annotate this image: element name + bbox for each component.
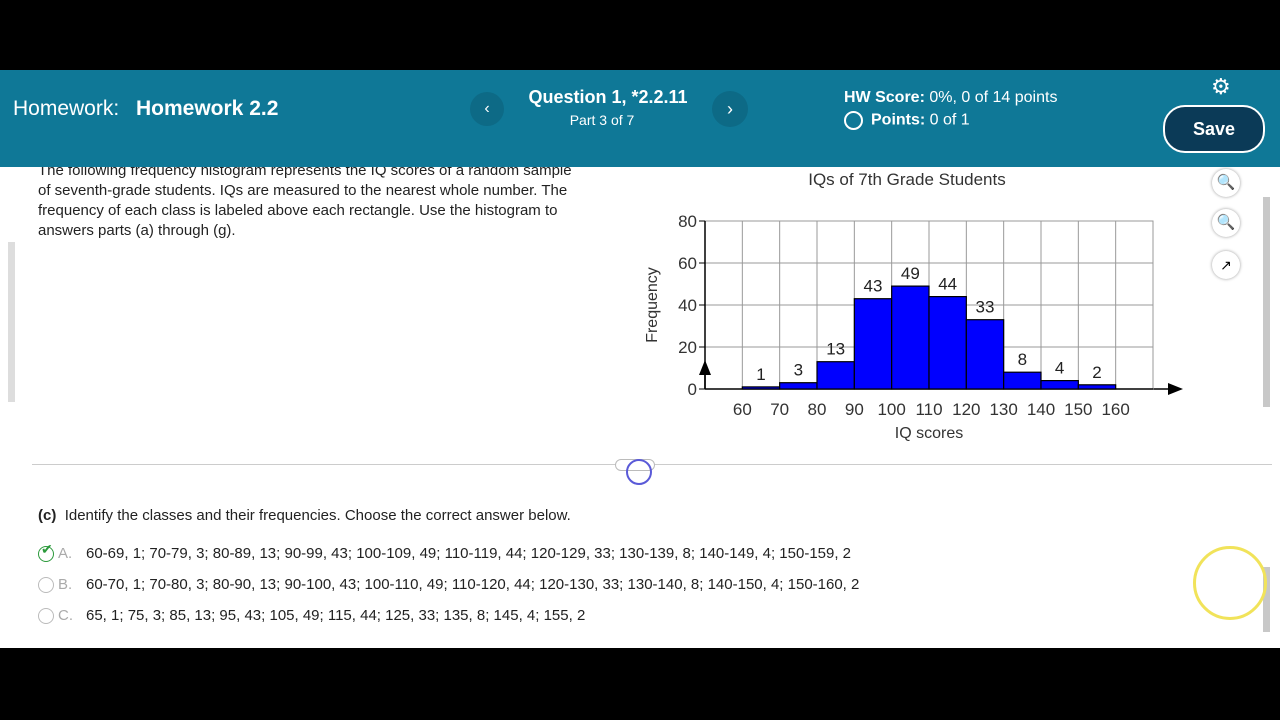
option-text: 60-70, 1; 70-80, 3; 80-90, 13; 90-100, 4… bbox=[86, 576, 860, 593]
bar bbox=[779, 382, 818, 390]
scrollbar-top[interactable] bbox=[1263, 197, 1270, 407]
x-tick-label: 90 bbox=[845, 400, 864, 419]
prev-button[interactable]: ‹ bbox=[470, 92, 504, 126]
next-button[interactable]: › bbox=[712, 91, 748, 127]
hw-score-value: 0%, 0 of 14 points bbox=[929, 89, 1058, 106]
hw-score: HW Score: 0%, 0 of 14 points bbox=[844, 89, 1057, 107]
bar bbox=[816, 361, 855, 390]
bar bbox=[891, 285, 930, 390]
settings-icon[interactable]: ⚙ bbox=[1211, 74, 1231, 99]
question-text: Identify the classes and their frequenci… bbox=[64, 507, 571, 524]
click-highlight bbox=[1193, 546, 1267, 620]
question-part: Part 3 of 7 bbox=[569, 112, 635, 128]
points-icon bbox=[844, 111, 863, 130]
bar bbox=[1003, 371, 1042, 390]
points: Points: 0 of 1 bbox=[844, 111, 970, 130]
value-label: 2 bbox=[1092, 363, 1101, 382]
bar bbox=[928, 296, 967, 390]
save-button[interactable]: Save bbox=[1163, 105, 1265, 153]
problem-text: The following frequency histogram repres… bbox=[38, 167, 572, 239]
value-label: 1 bbox=[756, 365, 765, 384]
radio[interactable] bbox=[38, 608, 54, 625]
y-tick-label: 80 bbox=[678, 212, 697, 231]
x-tick-label: 150 bbox=[1064, 400, 1092, 419]
value-label: 8 bbox=[1018, 350, 1027, 369]
x-tick-label: 80 bbox=[808, 400, 827, 419]
chart-title: IQs of 7th Grade Students bbox=[808, 170, 1006, 189]
question-prompt: (c) Identify the classes and their frequ… bbox=[38, 507, 571, 527]
zoom-out[interactable]: 🔍 bbox=[1212, 209, 1240, 237]
x-tick-label: 110 bbox=[915, 400, 942, 419]
x-tick-label: 140 bbox=[1027, 400, 1055, 419]
option-text: 65, 1; 75, 3; 85, 13; 95, 43; 105, 49; 1… bbox=[86, 607, 586, 624]
x-arrowhead bbox=[1168, 383, 1183, 395]
points-label: Points: bbox=[871, 111, 926, 129]
value-label: 3 bbox=[794, 361, 803, 380]
content: The following frequency histogram repres… bbox=[0, 167, 1280, 648]
y-tick-label: 60 bbox=[678, 254, 697, 273]
scrollbar-left[interactable] bbox=[8, 242, 15, 402]
answer-option[interactable]: B. 60-70, 1; 70-80, 3; 80-90, 13; 90-100,… bbox=[38, 576, 859, 596]
value-label: 49 bbox=[901, 264, 920, 283]
x-tick-label: 60 bbox=[733, 400, 752, 419]
x-tick-label: 100 bbox=[877, 400, 905, 419]
value-label: 13 bbox=[826, 340, 845, 359]
points-value: 0 of 1 bbox=[929, 111, 970, 129]
answer-option[interactable]: C. 65, 1; 75, 3; 85, 13; 95, 43; 105, 49;… bbox=[38, 607, 585, 627]
header-label: Homework: bbox=[13, 97, 120, 120]
x-tick-label: 160 bbox=[1101, 400, 1129, 419]
answer-option[interactable]: ✔ A. 60-69, 1; 70-79, 3; 80-89, 13; 90-99,… bbox=[38, 541, 852, 565]
option-text: 60-69, 1; 70-79, 3; 80-89, 13; 90-99, 43… bbox=[86, 545, 852, 562]
y-axis-label: Frequency bbox=[644, 267, 661, 343]
option-letter: B. bbox=[58, 576, 73, 593]
question-title: Question 1, *2.2.11 bbox=[528, 87, 688, 107]
x-tick-label: 120 bbox=[952, 400, 980, 419]
cursor-ring bbox=[626, 459, 652, 485]
histogram: IQs of 7th Grade Students IQ scores Freque… bbox=[644, 170, 1183, 442]
option-letter: A. bbox=[58, 545, 73, 562]
x-tick-label: 70 bbox=[770, 400, 789, 419]
bar bbox=[853, 298, 893, 390]
bar bbox=[1077, 384, 1117, 390]
y-tick-label: 0 bbox=[688, 380, 697, 399]
value-label: 44 bbox=[938, 275, 957, 294]
value-label: 4 bbox=[1055, 359, 1064, 378]
hw-score-label: HW Score: bbox=[844, 89, 925, 106]
question-part: (c) bbox=[38, 507, 57, 524]
value-label: 33 bbox=[976, 298, 995, 317]
radio[interactable]: ✔ bbox=[38, 541, 54, 563]
y-tick-label: 20 bbox=[678, 338, 697, 357]
radio[interactable] bbox=[38, 577, 54, 594]
value-label: 43 bbox=[864, 277, 883, 296]
bar bbox=[1040, 380, 1079, 390]
zoom-in[interactable]: 🔍 bbox=[1212, 169, 1240, 197]
scrollbar-bottom[interactable] bbox=[1263, 567, 1270, 632]
bar bbox=[965, 319, 1005, 390]
header-title: Homework 2.2 bbox=[136, 97, 279, 120]
y-tick-label: 40 bbox=[678, 296, 697, 315]
header: Homework: Homework 2.2 ‹ Question 1, *2.… bbox=[0, 70, 1280, 167]
open-external[interactable]: ↗ bbox=[1212, 251, 1240, 279]
x-tick-label: 130 bbox=[989, 400, 1017, 419]
bar bbox=[741, 386, 781, 390]
x-axis-label: IQ scores bbox=[895, 425, 963, 442]
option-letter: C. bbox=[58, 607, 73, 624]
